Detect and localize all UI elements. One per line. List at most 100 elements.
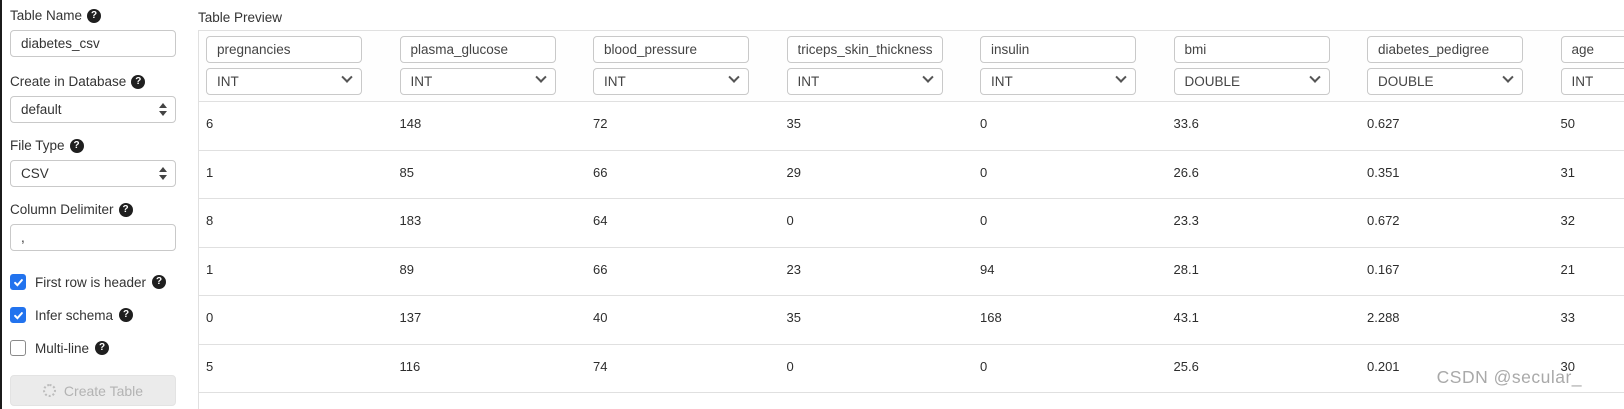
column-type-select[interactable]: INT [1560, 68, 1624, 95]
column-type-value: INT [604, 74, 626, 89]
table-name-label-text: Table Name [10, 8, 83, 23]
table-cell: 66 [593, 164, 608, 180]
column-header-insulin: INT [973, 36, 1167, 95]
file-type-label-text: File Type [10, 138, 65, 153]
table-cell: 0 [980, 164, 988, 180]
help-icon: ? [152, 275, 167, 289]
table-name-input[interactable] [10, 30, 176, 57]
database-select[interactable]: default [10, 96, 176, 123]
column-name-input[interactable] [593, 36, 749, 63]
column-type-select[interactable]: INT [206, 68, 362, 95]
column-name-input[interactable] [786, 36, 943, 63]
table-cell: 148 [399, 116, 422, 131]
create-table-button[interactable]: Create Table [10, 375, 176, 406]
preview-table-header: INT INT INT INT INT DOUBLE DOUBLE INT [199, 31, 1624, 102]
checkbox-group: First row is header? Infer schema? Multi-l… [10, 274, 176, 356]
column-type-value: INT [797, 74, 820, 89]
table-cell: 2.288 [1367, 310, 1400, 325]
help-icon: ? [118, 203, 133, 217]
chevron-down-icon [341, 71, 353, 83]
checked-checkbox[interactable] [10, 307, 26, 323]
help-icon: ? [87, 9, 102, 23]
file-type-label: File Type ? [10, 123, 176, 154]
column-header-blood_pressure: INT [586, 36, 780, 95]
chevron-down-icon [1308, 71, 1321, 83]
table-row: 1 85 66 29 0 26.6 0.351 31 [199, 150, 1624, 199]
column-type-select[interactable]: INT [399, 68, 556, 95]
checkbox-label: Infer schema [35, 307, 114, 323]
table-cell: 168 [980, 310, 1002, 325]
table-cell: 72 [593, 116, 608, 131]
table-cell: 26.6 [1173, 164, 1199, 180]
column-name-input[interactable] [206, 36, 362, 63]
column-header-bmi: DOUBLE [1167, 36, 1361, 95]
table-cell: 33 [1560, 310, 1575, 325]
column-name-input[interactable] [1367, 36, 1523, 63]
help-icon: ? [69, 139, 84, 153]
partial-row [199, 393, 1624, 409]
column-name-input[interactable] [1173, 36, 1330, 63]
table-cell: 89 [399, 261, 414, 277]
column-name-input[interactable] [980, 36, 1136, 63]
checkbox-label: First row is header [35, 274, 147, 290]
table-cell: 35 [786, 310, 801, 325]
table-cell: 40 [593, 310, 608, 325]
table-row: 8 183 64 0 0 23.3 0.672 32 [199, 199, 1624, 248]
table-cell: 0 [980, 358, 988, 374]
create-table-button-label: Create Table [63, 382, 144, 399]
unchecked-checkbox[interactable] [10, 340, 26, 356]
checkbox-row-first-row-is-header: First row is header? [10, 274, 176, 290]
column-type-value: INT [410, 74, 433, 89]
column-name-input[interactable] [399, 36, 556, 63]
column-type-select[interactable]: DOUBLE [1173, 68, 1330, 95]
column-delimiter-input[interactable] [10, 224, 176, 251]
column-type-value: INT [217, 74, 239, 89]
table-cell: 0 [980, 213, 988, 228]
column-type-select[interactable]: INT [786, 68, 943, 95]
chevron-down-icon [1115, 71, 1127, 83]
table-cell: 183 [399, 213, 422, 228]
column-type-select[interactable]: INT [980, 68, 1136, 95]
table-cell: 35 [786, 116, 801, 131]
column-type-select[interactable]: DOUBLE [1367, 68, 1523, 95]
table-cell: 23 [786, 261, 801, 277]
column-header-triceps_skin_thickness: INT [780, 36, 974, 95]
column-type-value: DOUBLE [1184, 74, 1241, 89]
database-label: Create in Database ? [10, 57, 176, 90]
up-down-arrows-icon [159, 167, 167, 180]
checkbox-row-multi-line: Multi-line? [10, 340, 176, 356]
table-cell: 66 [593, 261, 608, 277]
table-cell: 28.1 [1173, 261, 1199, 277]
up-down-arrows-icon [159, 103, 167, 116]
table-cell: 0.201 [1367, 358, 1400, 374]
column-name-input[interactable] [1560, 36, 1624, 63]
table-cell: 23.3 [1173, 213, 1199, 228]
table-cell: 116 [399, 358, 421, 374]
table-preview-panel: Table Preview INT INT INT INT INT DOUBLE DOUBL… [198, 0, 1624, 409]
checked-checkbox[interactable] [10, 274, 26, 290]
column-header-pregnancies: INT [199, 36, 393, 95]
table-cell: 64 [593, 213, 608, 228]
table-cell: 29 [786, 164, 801, 180]
chevron-down-icon [921, 71, 934, 83]
chevron-down-icon [728, 71, 740, 83]
column-header-age: INT [1554, 36, 1624, 95]
table-cell: 21 [1560, 261, 1575, 277]
table-cell: 31 [1560, 164, 1575, 180]
checkbox-label: Multi-line [35, 340, 90, 356]
table-cell: 0 [980, 116, 988, 131]
table-cell: 94 [980, 261, 995, 277]
table-cell: 0.627 [1367, 116, 1400, 131]
chevron-down-icon [534, 71, 547, 83]
table-cell: 0.351 [1367, 164, 1400, 180]
table-cell: 0 [206, 310, 214, 325]
column-type-value: INT [991, 74, 1013, 89]
file-type-select-value: CSV [21, 166, 49, 181]
table-cell: 6 [206, 116, 214, 131]
table-cell: 85 [399, 164, 414, 180]
column-type-select[interactable]: INT [593, 68, 749, 95]
file-type-select[interactable]: CSV [10, 160, 176, 187]
database-label-text: Create in Database [10, 74, 127, 89]
table-name-label: Table Name ? [10, 0, 176, 24]
table-cell: 25.6 [1173, 358, 1199, 374]
